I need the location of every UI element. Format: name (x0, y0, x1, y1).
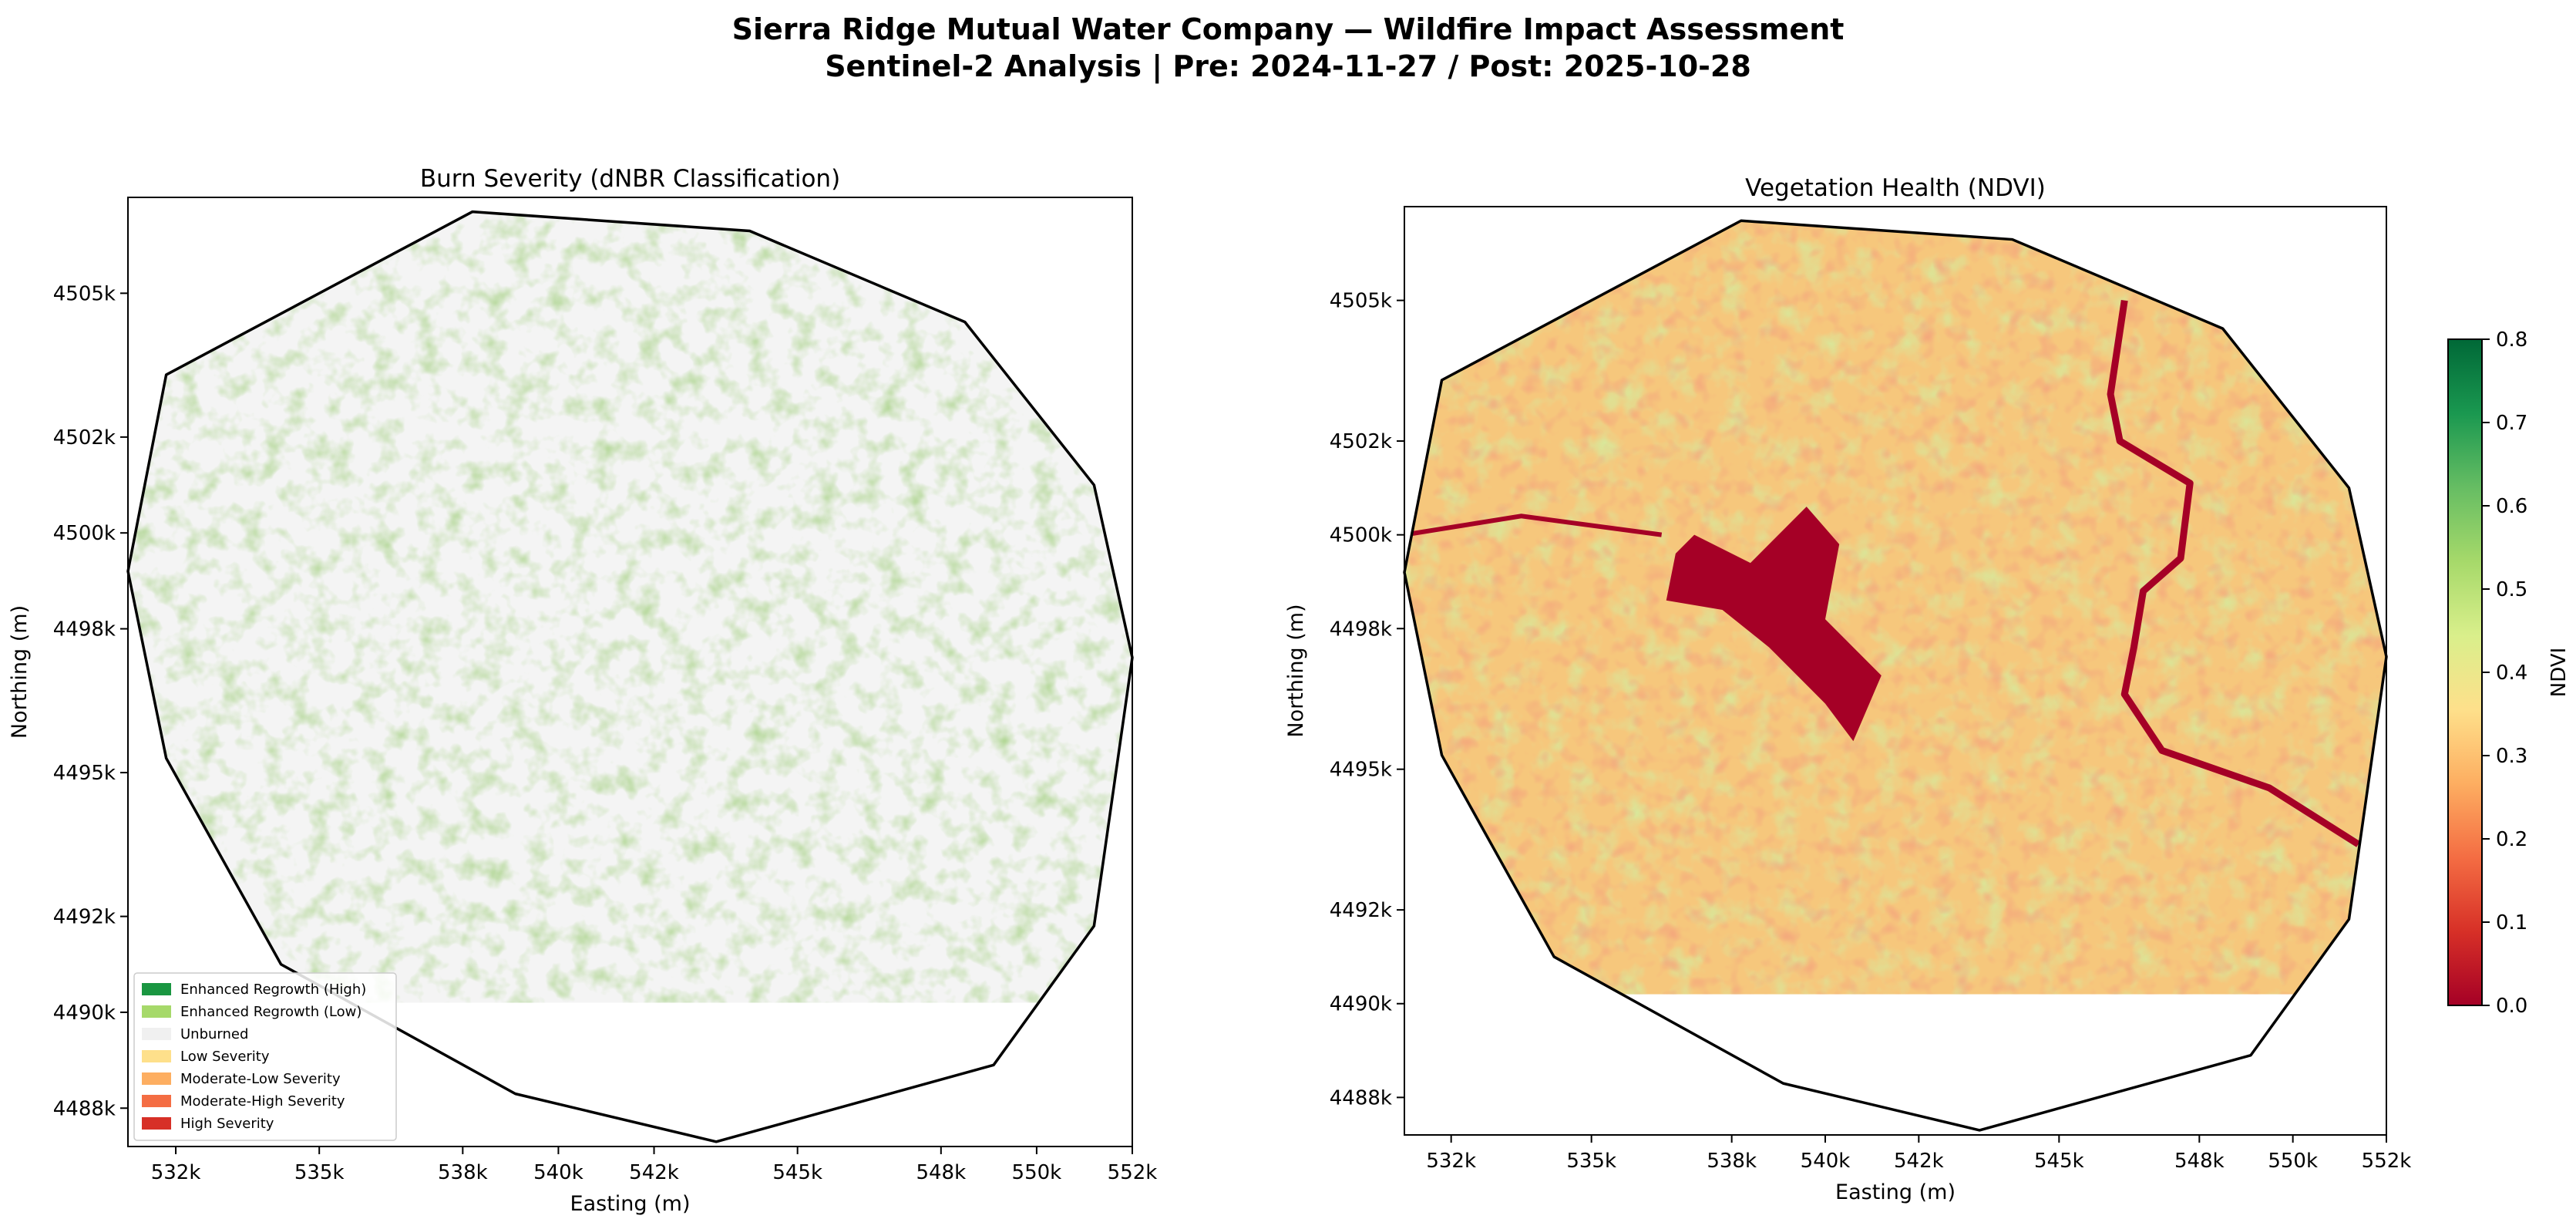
ndvi-raster (1404, 221, 2386, 995)
x-tick-label: 540k (1801, 1150, 1851, 1173)
colorbar-tick-label: 0.2 (2496, 828, 2527, 851)
colorbar-tick-label: 0.1 (2496, 911, 2527, 934)
x-tick-label: 542k (629, 1161, 679, 1184)
y-tick-label: 4505k (53, 282, 116, 305)
colorbar-tick-label: 0.0 (2496, 995, 2527, 1018)
legend-swatch (142, 983, 171, 995)
x-tick-label: 540k (533, 1161, 583, 1184)
service-area-boundary (126, 210, 1134, 1143)
burn-severity-raster (128, 211, 1132, 1003)
colorbar-tick-label: 0.6 (2496, 495, 2527, 518)
x-tick-label: 545k (2034, 1150, 2084, 1173)
y-tick-label: 4495k (53, 762, 116, 785)
y-tick-label: 4490k (1330, 993, 1392, 1016)
legend-swatch (142, 1117, 171, 1130)
legend-label: High Severity (180, 1116, 274, 1132)
suptitle-line-2: Sentinel-2 Analysis | Pre: 2024-11-27 / … (825, 49, 1751, 83)
x-tick-label: 532k (1426, 1150, 1476, 1173)
ndvi-red-texture (1404, 221, 2386, 995)
ndvi-panel: Vegetation Health (NDVI) 532k 535k 538k 540… (1284, 174, 2571, 1204)
boundary-outline (1403, 219, 2388, 1132)
y-tick-label: 4490k (53, 1002, 116, 1025)
x-tick-label: 548k (916, 1161, 966, 1184)
legend-label: Low Severity (180, 1049, 270, 1065)
west-river-channel (1404, 513, 1663, 537)
legend-swatch (142, 1028, 171, 1040)
y-tick-label: 4488k (53, 1097, 116, 1120)
colorbar-tick-label: 0.3 (2496, 745, 2527, 768)
legend-swatch (142, 1050, 171, 1062)
ndvi-y-label: Northing (m) (1284, 604, 1308, 737)
burn-severity-title: Burn Severity (dNBR Classification) (420, 165, 840, 193)
x-tick-label: 545k (772, 1161, 822, 1184)
x-tick-label: 535k (294, 1161, 345, 1184)
legend-label: Moderate-High Severity (180, 1093, 345, 1109)
ndvi-title: Vegetation Health (NDVI) (1745, 174, 2046, 202)
ndvi-colorbar: 0.0 0.1 0.2 0.3 0.4 0.5 0.6 0.7 0.8 NDVI (2447, 328, 2571, 1018)
regrowth-texture (128, 211, 1132, 1003)
y-tick-label: 4492k (1330, 899, 1392, 922)
x-tick-label: 548k (2174, 1150, 2225, 1173)
y-tick-label: 4498k (1330, 618, 1392, 641)
legend-swatch (142, 1005, 171, 1018)
ndvi-x-label: Easting (m) (1835, 1180, 1956, 1204)
y-tick-label: 4505k (1330, 290, 1392, 313)
x-tick-label: 550k (1012, 1161, 1062, 1184)
burn-severity-axes-frame (127, 197, 1133, 1147)
y-tick-label: 4502k (53, 426, 116, 450)
x-tick-label: 538k (438, 1161, 488, 1184)
ndvi-axes-frame (1404, 206, 2387, 1136)
legend-label: Enhanced Regrowth (High) (180, 982, 366, 998)
burn-severity-y-label: Northing (m) (8, 605, 32, 739)
burn-severity-legend: Enhanced Regrowth (High) Enhanced Regrowt… (133, 972, 397, 1141)
y-tick-label: 4500k (53, 522, 116, 545)
burn-severity-x-label: Easting (m) (570, 1192, 691, 1216)
x-tick-label: 538k (1707, 1150, 1757, 1173)
legend-label: Enhanced Regrowth (Low) (180, 1004, 362, 1020)
boundary-outline (126, 210, 1134, 1143)
service-area-boundary (1403, 219, 2388, 1132)
colorbar-tick-label: 0.8 (2496, 328, 2527, 352)
burn-severity-x-ticks: 532k 535k 538k 540k 542k 545k 548k 550k 552k (151, 1147, 1158, 1184)
x-tick-label: 532k (151, 1161, 201, 1184)
suptitle-line-1: Sierra Ridge Mutual Water Company — Wild… (731, 12, 1845, 46)
colorbar-tick-label: 0.7 (2496, 412, 2527, 435)
colorbar-label: NDVI (2547, 648, 2571, 697)
colorbar-tick-label: 0.4 (2496, 662, 2527, 685)
ndvi-x-ticks: 532k 535k 538k 540k 542k 545k 548k 550k 552k (1426, 1135, 2411, 1173)
y-tick-label: 4502k (1330, 430, 1392, 453)
y-tick-label: 4492k (53, 906, 116, 929)
y-tick-label: 4488k (1330, 1086, 1392, 1109)
legend-swatch (142, 1072, 171, 1085)
burn-severity-y-ticks: 4488k 4490k 4492k 4495k 4498k 4500k 4502k 4505k (53, 282, 128, 1120)
x-tick-label: 542k (1894, 1150, 1944, 1173)
reservoir-water (1666, 507, 1882, 742)
y-tick-label: 4500k (1330, 524, 1392, 547)
x-tick-label: 552k (2362, 1150, 2412, 1173)
legend-label: Unburned (180, 1026, 248, 1042)
y-tick-label: 4495k (1330, 759, 1392, 782)
legend-label: Moderate-Low Severity (180, 1071, 341, 1087)
river-channel (2107, 299, 2361, 847)
colorbar-ramp (2447, 338, 2483, 1006)
figure-suptitle: Sierra Ridge Mutual Water Company — Wild… (0, 11, 2576, 85)
y-tick-label: 4498k (53, 618, 116, 641)
legend-box (133, 972, 397, 1141)
colorbar-tick-label: 0.5 (2496, 578, 2527, 601)
x-tick-label: 550k (2268, 1150, 2318, 1173)
ndvi-y-ticks: 4488k 4490k 4492k 4495k 4498k 4500k 4502k 4505k (1330, 290, 1404, 1109)
x-tick-label: 535k (1566, 1150, 1616, 1173)
x-tick-label: 552k (1108, 1161, 1158, 1184)
legend-swatch (142, 1095, 171, 1107)
burn-severity-panel: Burn Severity (dNBR Classification) 532k… (8, 165, 1157, 1216)
